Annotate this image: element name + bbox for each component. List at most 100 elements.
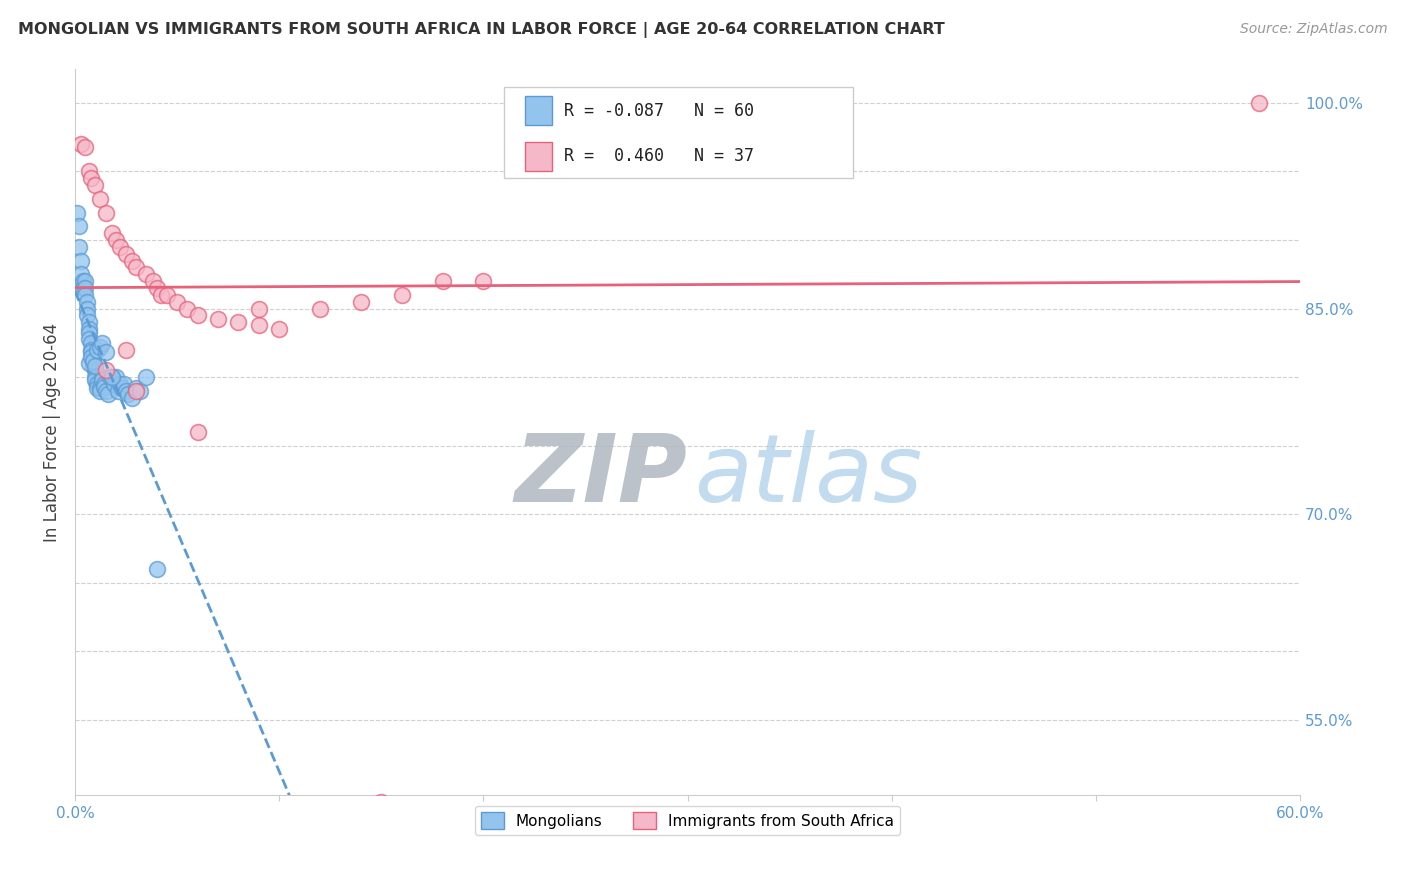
FancyBboxPatch shape [524, 142, 551, 171]
Point [89, 384, 111, 398]
Point [115, 246, 138, 260]
Point [94, 363, 117, 377]
Point [1249, 95, 1271, 110]
Point [97, 386, 120, 401]
Point [75, 281, 97, 295]
Point [350, 294, 373, 309]
Point [80, 345, 103, 359]
Text: Source: ZipAtlas.com: Source: ZipAtlas.com [1240, 22, 1388, 37]
Point [80, 171, 103, 186]
Point [145, 562, 167, 576]
Point [90, 370, 112, 384]
Point [94, 205, 117, 219]
Point [79, 326, 101, 341]
Point [135, 267, 157, 281]
Point [98, 370, 121, 384]
Point [100, 370, 122, 384]
FancyBboxPatch shape [524, 96, 551, 125]
Point [72, 274, 94, 288]
Point [76, 309, 98, 323]
Point [121, 253, 143, 268]
Point [84, 363, 107, 377]
Legend: Mongolians, Immigrants from South Africa: Mongolians, Immigrants from South Africa [475, 806, 900, 835]
Point [186, 425, 208, 439]
Point [82, 353, 104, 368]
Point [111, 381, 134, 395]
Point [108, 376, 131, 391]
Point [93, 380, 115, 394]
Point [90, 335, 112, 350]
Point [80, 343, 103, 357]
Point [207, 312, 229, 326]
Y-axis label: In Labor Force | Age 20-64: In Labor Force | Age 20-64 [44, 322, 60, 541]
Text: atlas: atlas [693, 430, 922, 521]
Point [67, 240, 90, 254]
Point [84, 370, 107, 384]
Point [84, 178, 107, 193]
Point [247, 301, 270, 316]
Point [129, 384, 152, 398]
Point [472, 274, 495, 288]
Point [121, 391, 143, 405]
Point [79, 164, 101, 178]
Point [142, 274, 165, 288]
Point [82, 359, 104, 373]
Point [70, 136, 93, 151]
Point [112, 376, 135, 391]
Point [79, 356, 101, 370]
Point [117, 386, 139, 401]
Point [432, 274, 454, 288]
Text: R = -0.087   N = 60: R = -0.087 N = 60 [564, 102, 754, 120]
Point [107, 384, 129, 398]
Point [67, 219, 90, 234]
Point [90, 373, 112, 387]
Point [104, 370, 127, 384]
Point [75, 288, 97, 302]
Point [370, 795, 392, 809]
Point [93, 376, 115, 391]
Point [84, 359, 107, 373]
Point [86, 343, 108, 357]
Point [115, 343, 138, 357]
Point [82, 353, 104, 368]
Point [86, 381, 108, 395]
Point [104, 233, 127, 247]
Point [82, 350, 104, 364]
Point [89, 192, 111, 206]
Point [166, 294, 188, 309]
Point [103, 376, 125, 391]
Point [125, 384, 148, 398]
Point [186, 309, 208, 323]
Point [72, 281, 94, 295]
Point [75, 274, 97, 288]
Text: R =  0.460   N = 37: R = 0.460 N = 37 [564, 147, 754, 166]
Point [80, 335, 103, 350]
Point [135, 370, 157, 384]
Point [269, 322, 291, 336]
Point [79, 315, 101, 329]
Text: ZIP: ZIP [515, 430, 688, 522]
Point [115, 384, 138, 398]
Point [176, 301, 198, 316]
Point [70, 267, 93, 281]
Point [228, 315, 250, 329]
Point [125, 381, 148, 395]
Point [156, 288, 179, 302]
Point [100, 370, 122, 384]
Point [89, 340, 111, 354]
Point [100, 226, 122, 240]
Point [94, 384, 117, 398]
Point [149, 288, 172, 302]
Point [76, 294, 98, 309]
Point [75, 139, 97, 153]
Point [309, 301, 332, 316]
Point [79, 322, 101, 336]
Point [86, 376, 108, 391]
FancyBboxPatch shape [503, 87, 853, 178]
Point [391, 288, 413, 302]
Point [76, 301, 98, 316]
Point [145, 281, 167, 295]
Point [108, 240, 131, 254]
Point [94, 345, 117, 359]
Point [80, 350, 103, 364]
